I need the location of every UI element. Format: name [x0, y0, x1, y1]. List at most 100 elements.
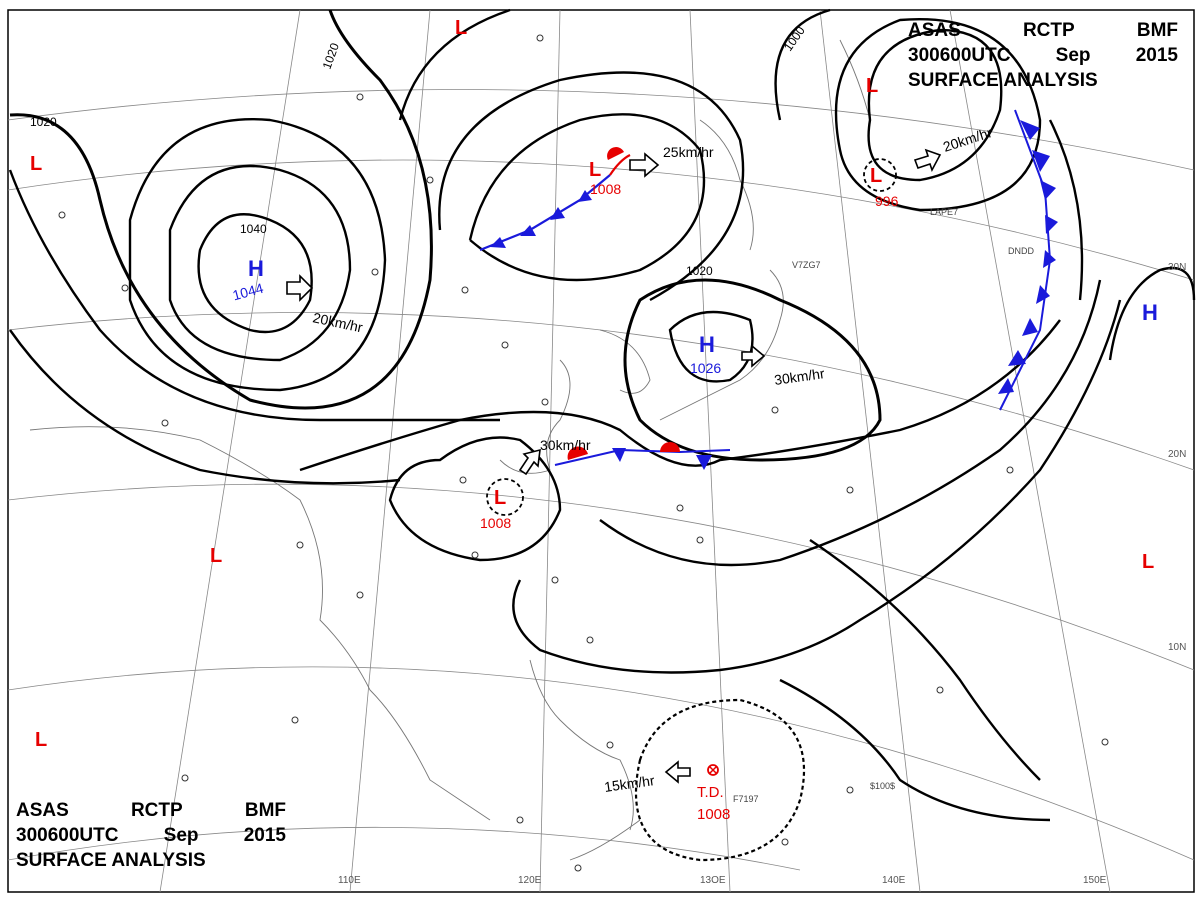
high-pressure: 1044 [231, 280, 265, 304]
isobar-west-ring [1108, 266, 1196, 361]
front-triangle [1036, 285, 1050, 304]
high-symbol: H [1142, 300, 1158, 325]
low-symbol: L [494, 487, 506, 509]
lat-label: 10N [1168, 642, 1186, 653]
lat-label: 20N [1168, 449, 1186, 460]
title-issuer: BMF [1136, 20, 1178, 41]
isobar-east-outer-2 [1048, 119, 1084, 301]
low-center-ring-2 [863, 158, 897, 192]
movement-labels: 20km/hr 30km/hr 25km/hr 20km/hr 30km/hr … [311, 124, 994, 795]
isobar-value: 1020 [30, 115, 57, 129]
isobar-mid-1 [299, 319, 1061, 472]
coastlines [29, 39, 871, 861]
low-symbol: L [589, 159, 601, 181]
low-symbol: L [455, 17, 467, 39]
front-triangle [1043, 250, 1056, 268]
front-triangle [1040, 180, 1056, 200]
arrow-icon [286, 274, 314, 302]
isobar-outer-1 [8, 169, 500, 422]
lon-label: 110E [338, 875, 361, 886]
td-outline [634, 698, 806, 862]
graticule [7, 9, 1195, 893]
movement-speed: 30km/hr [540, 437, 591, 453]
title-product: ASAS [16, 800, 69, 821]
isobar-south [599, 279, 1102, 567]
isobar-high-inner-3 [128, 118, 387, 392]
warm-front-semicircle [607, 147, 624, 160]
warm-front-semicircle [660, 442, 680, 452]
lat-labels: 30N 20N 10N [1168, 262, 1186, 653]
tropical-depression: T.D. 1008 [697, 764, 730, 823]
high-pressure: 1026 [690, 360, 721, 376]
low-symbol: L [866, 75, 878, 97]
title-station: RCTP [130, 800, 183, 821]
front-triangle [1032, 150, 1050, 172]
isobars [8, 8, 1196, 822]
low-symbol: L [35, 729, 47, 751]
title-line-3: SURFACE ANALYSIS [908, 70, 1098, 91]
lon-labels: 110E 120E 13OE 140E 150E [338, 875, 1107, 886]
arrow-icon [913, 148, 942, 173]
low-symbol: L [30, 153, 42, 175]
title-line-2: 300600UTC Sep 2015 [908, 43, 1178, 68]
lon-label: 120E [518, 875, 542, 886]
front-triangle [612, 448, 626, 462]
front-triangle [490, 237, 506, 248]
lon-label: 140E [882, 875, 906, 886]
title-month: Sep [1055, 45, 1091, 66]
title-line-2: 300600UTC Sep 2015 [16, 823, 286, 848]
td-label: T.D. [697, 784, 724, 801]
station-code: F7197 [733, 794, 759, 804]
td-center-icon [707, 764, 719, 776]
front-triangle [1008, 350, 1026, 366]
lon-label: 150E [1083, 875, 1107, 886]
front-triangle [1022, 318, 1038, 336]
title-line-1: ASAS RCTP BMF [16, 798, 286, 823]
isobar-high2-1020 [623, 278, 882, 462]
isobar-high-inner-1 [197, 213, 313, 334]
isobar-value: 1020 [686, 264, 713, 278]
movement-speed: 15km/hr [603, 772, 656, 795]
title-station: RCTP [1022, 20, 1075, 41]
front-mid [554, 448, 731, 466]
title-year: 2015 [1135, 45, 1178, 66]
td-pressure: 1008 [697, 806, 730, 823]
low-symbol: L [210, 545, 222, 567]
front-triangle [1045, 215, 1058, 234]
isobar-high-1020 [9, 9, 433, 410]
isobar-value: 1000 [781, 24, 808, 54]
high-symbol: H [699, 332, 715, 357]
movement-speed: 30km/hr [773, 365, 826, 388]
low-pressure: 1008 [480, 515, 511, 531]
station-codes: LAPE7 DNDD V7ZG7 F7197 $100$ [733, 207, 1034, 804]
fronts [479, 109, 1058, 470]
station-marks [58, 34, 1109, 872]
isobar-east-outer [774, 8, 831, 121]
movement-speed: 25km/hr [663, 144, 714, 160]
isobar-outer-2 [9, 329, 401, 485]
arrow-icon [629, 152, 660, 178]
station-code: V7ZG7 [792, 260, 821, 270]
lows: L 1008 L 1008 L 996 L L L L L L [30, 17, 1154, 751]
arrow-icon [741, 344, 766, 368]
low-center-ring-1 [486, 478, 524, 516]
isobar-value: 1040 [240, 222, 267, 236]
station-code: $100$ [870, 781, 895, 791]
low-symbol: L [870, 165, 882, 187]
title-time: 300600UTC [16, 825, 119, 846]
isobar-east-low-1000 [834, 18, 1042, 212]
title-issuer: BMF [244, 800, 286, 821]
front-triangle [1020, 120, 1040, 140]
highs: H 1044 H 1026 H [231, 256, 1158, 376]
front-triangle [696, 455, 712, 470]
isobar-north-low-3 [398, 8, 511, 121]
lat-label: 30N [1168, 262, 1186, 273]
isobar-value: 1020 [320, 41, 342, 71]
isobar-sw-1 [809, 539, 1041, 781]
title-year: 2015 [243, 825, 286, 846]
high-symbol: H [248, 256, 264, 281]
title-block-top: ASAS RCTP BMF 300600UTC Sep 2015 SURFACE… [908, 18, 1178, 93]
station-code: DNDD [1008, 246, 1034, 256]
front-triangle [998, 378, 1014, 394]
